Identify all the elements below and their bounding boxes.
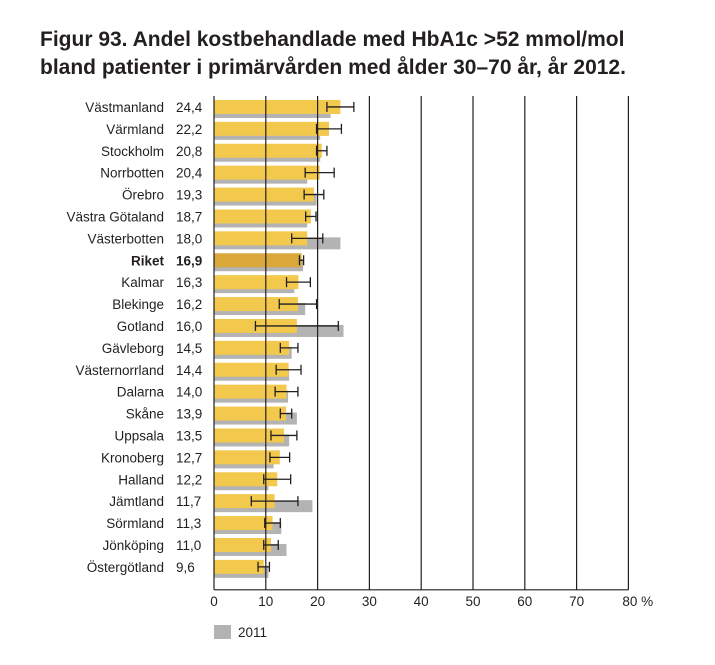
region-label: Västmanland <box>85 100 164 115</box>
bar-2012 <box>214 340 290 355</box>
x-tick-label: 40 <box>414 594 429 609</box>
region-label: Halland <box>118 472 164 487</box>
chart-title-line-1: Figur 93. Andel kostbehandlade med HbA1c… <box>40 28 625 51</box>
bar-2012 <box>214 384 287 399</box>
value-label: 18,0 <box>176 231 202 246</box>
region-label: Uppsala <box>114 428 164 443</box>
value-label: 9,6 <box>176 560 195 575</box>
bar-2012 <box>214 472 278 487</box>
chart-title-line-2: bland patienter i primärvården med ålder… <box>40 56 626 79</box>
region-label: Norrbotten <box>100 166 164 181</box>
value-label: 13,9 <box>176 407 202 422</box>
bar-2012 <box>214 165 320 180</box>
x-tick-label: 30 <box>362 594 377 609</box>
region-label: Västra Götaland <box>66 209 164 224</box>
value-label: 11,7 <box>176 494 201 509</box>
value-label: 16,3 <box>176 275 202 290</box>
region-label: Jämtland <box>109 494 164 509</box>
x-tick-label: 50 <box>465 594 480 609</box>
region-label: Värmland <box>106 122 164 137</box>
value-label: 13,5 <box>176 428 202 443</box>
bar-2012 <box>214 297 298 312</box>
bar-2012 <box>214 516 273 531</box>
value-label: 19,3 <box>176 188 202 203</box>
bar-2012 <box>214 559 264 574</box>
value-label: 16,2 <box>176 297 202 312</box>
bar-2012 <box>214 209 311 224</box>
region-label: Västerbotten <box>87 231 164 246</box>
x-tick-label: 10 <box>258 594 273 609</box>
bar-2012 <box>214 275 299 290</box>
value-label: 11,0 <box>176 538 201 553</box>
value-label: 16,0 <box>176 319 202 334</box>
region-label: Riket <box>131 253 165 268</box>
legend-swatch-2011 <box>214 625 231 639</box>
bar-2012 <box>214 99 341 114</box>
chart-title: Figur 93. Andel kostbehandlade med HbA1c… <box>40 26 710 82</box>
value-label: 18,7 <box>176 209 202 224</box>
value-label: 14,0 <box>176 385 202 400</box>
bar-2012 <box>214 362 289 377</box>
value-label: 16,9 <box>176 253 202 268</box>
bar-2012 <box>214 406 287 421</box>
bar-2012 <box>214 187 314 202</box>
region-label: Dalarna <box>117 385 165 400</box>
region-label: Jönköping <box>102 538 164 553</box>
x-tick-label: 70 <box>569 594 584 609</box>
bar-2012 <box>214 121 329 136</box>
value-label: 12,7 <box>176 450 202 465</box>
bar-2012 <box>214 143 322 158</box>
region-label: Blekinge <box>112 297 164 312</box>
region-label: Västernorrland <box>75 363 164 378</box>
region-label: Östergötland <box>87 560 164 575</box>
bar-2012 <box>214 231 308 246</box>
value-label: 22,2 <box>176 122 202 137</box>
value-label: 24,4 <box>176 100 203 115</box>
region-label: Gotland <box>117 319 164 334</box>
region-label: Kronoberg <box>101 450 164 465</box>
bar-2012 <box>214 450 280 465</box>
value-label: 12,2 <box>176 472 202 487</box>
value-label: 20,8 <box>176 144 202 159</box>
region-label: Gävleborg <box>102 341 164 356</box>
region-label: Stockholm <box>101 144 164 159</box>
value-label: 14,5 <box>176 341 202 356</box>
value-label: 20,4 <box>176 166 203 181</box>
value-label: 11,3 <box>176 516 201 531</box>
bar-2012 <box>214 494 275 509</box>
region-label: Sörmland <box>106 516 164 531</box>
bar-2012 <box>214 537 271 552</box>
x-tick-label: 80 % <box>622 594 653 609</box>
region-label: Kalmar <box>121 275 164 290</box>
x-tick-label: 20 <box>310 594 325 609</box>
bar-2012 <box>214 253 302 268</box>
region-label: Skåne <box>126 407 164 422</box>
x-tick-label: 60 <box>517 594 532 609</box>
bar-2012 <box>214 428 284 443</box>
value-label: 14,4 <box>176 363 203 378</box>
legend-label-2011: 2011 <box>238 625 267 640</box>
x-tick-label: 0 <box>210 594 218 609</box>
region-label: Örebro <box>122 188 164 203</box>
